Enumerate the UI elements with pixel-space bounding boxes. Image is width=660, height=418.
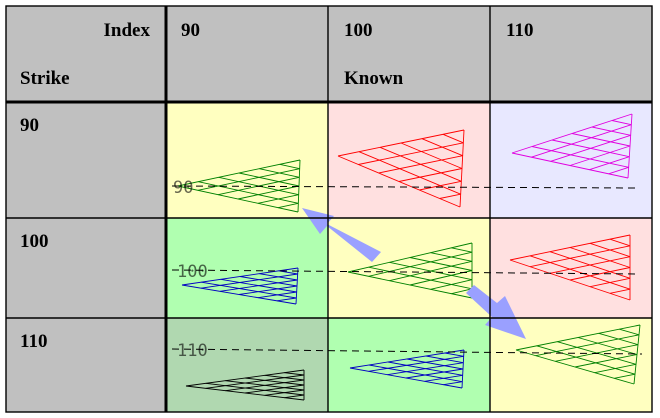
cell-r2-c1-bg [166, 218, 328, 318]
row-header-100: 100 [20, 231, 49, 252]
cell-r1-c1-bg [166, 102, 328, 218]
cell-r2-c2-bg [328, 218, 490, 318]
cell-label-110: 110 [177, 341, 208, 361]
arrow-down-right [466, 285, 526, 339]
mesh-r2-c2 [347, 242, 473, 299]
column-header-100-sublabel: Known [344, 68, 404, 89]
mesh-r2-c1 [181, 267, 299, 305]
cell-r2-c3-bg [490, 218, 652, 318]
dashed-line-row-100 [171, 269, 639, 275]
dashed-line-row-90 [171, 185, 637, 189]
mesh-r3-c1 [185, 369, 305, 401]
row-header-90: 90 [20, 115, 39, 136]
column-header-110: 110 [506, 20, 533, 41]
mesh-r3-c3 [515, 324, 641, 385]
cell-r1-c2-bg [328, 102, 490, 218]
corner-label-index: Index [104, 20, 151, 41]
mesh-r1-c1 [177, 159, 301, 213]
mesh-layer [177, 113, 641, 401]
column-header-100: 100 [344, 20, 373, 41]
corner-label-strike: Strike [20, 68, 70, 89]
cell-label-100: 100 [177, 262, 208, 282]
cell-label-90: 90 [173, 178, 193, 198]
arrow-up-left [302, 208, 381, 262]
mesh-r3-c2 [349, 349, 465, 389]
mesh-r1-c3 [511, 113, 633, 179]
header-column-bg [6, 102, 166, 412]
grid-lines [5, 5, 653, 413]
row-header-110: 110 [20, 331, 47, 352]
dashed-line-row-110 [171, 348, 643, 355]
cell-r1-c3-bg [490, 102, 652, 218]
cell-r3-c1-bg [166, 318, 328, 412]
column-header-90: 90 [181, 20, 200, 41]
mesh-r1-c2 [337, 129, 465, 208]
header-row-bg [6, 6, 652, 102]
